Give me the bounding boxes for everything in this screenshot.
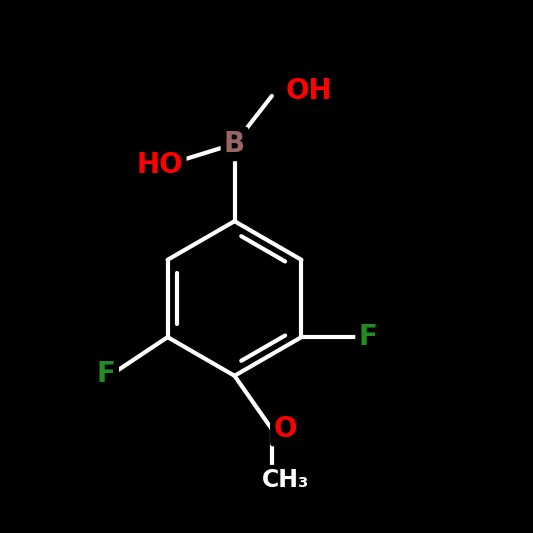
Text: HO: HO	[136, 151, 183, 179]
Text: O: O	[273, 415, 297, 443]
Text: B: B	[224, 130, 245, 158]
Text: CH₃: CH₃	[262, 467, 309, 492]
Text: F: F	[97, 360, 116, 389]
Text: OH: OH	[285, 77, 332, 104]
Text: F: F	[359, 323, 377, 351]
